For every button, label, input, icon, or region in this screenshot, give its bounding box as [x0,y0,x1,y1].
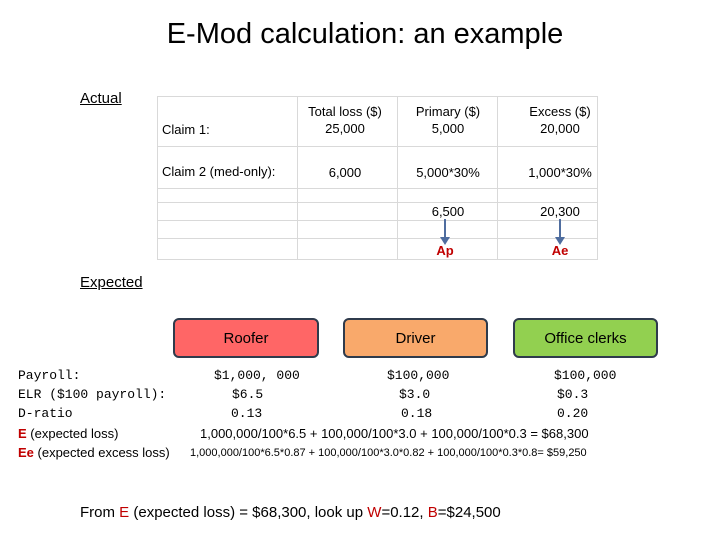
actual-label: Actual [80,90,122,107]
total-excess: 20,300 [540,204,580,219]
payroll-roofer: $1,000, 000 [214,368,300,383]
claim2-label: Claim 2 (med-only): [162,164,276,179]
total-primary: 6,500 [431,204,465,219]
claim2-excess: 1,000*30% [528,165,592,180]
header-excess: Excess ($) 20,000 [529,104,591,136]
ee-label: Ee (expected excess loss) [18,445,170,460]
arrow-down-icon [555,219,565,245]
elr-roofer: $6.5 [232,387,264,402]
elr-office: $0.3 [557,387,589,402]
class-box-roofer: Roofer [173,318,319,358]
payroll-office: $100,000 [554,368,617,383]
class-box-driver: Driver [343,318,488,358]
header-total-loss: Total loss ($) 25,000 [308,104,382,136]
ee-formula: 1,000,000/100*6.5*0.87 + 100,000/100*3.0… [190,447,587,459]
elr-label: ELR ($100 payroll): [18,387,167,402]
payroll-label: Payroll: [18,368,81,383]
dratio-office: 0.20 [557,406,589,421]
claim1-label: Claim 1: [162,122,210,137]
dratio-label: D-ratio [18,406,73,421]
e-label: E (expected loss) [18,426,119,441]
dratio-driver: 0.18 [401,406,433,421]
dratio-roofer: 0.13 [231,406,263,421]
class-box-office-clerks: Office clerks [513,318,658,358]
actual-table [157,96,598,260]
header-primary: Primary ($) 5,000 [415,104,481,136]
claim2-total: 6,000 [328,165,362,180]
claim2-primary: 5,000*30% [416,165,480,180]
payroll-driver: $100,000 [387,368,450,383]
e-formula: 1,000,000/100*6.5 + 100,000/100*3.0 + 10… [200,426,589,441]
expected-label: Expected [80,274,143,291]
arrow-down-icon [440,219,450,245]
page-title: E-Mod calculation: an example [166,18,564,50]
ae-label: Ae [551,243,569,258]
lookup-summary: From E (expected loss) = $68,300, look u… [80,504,501,521]
elr-driver: $3.0 [399,387,431,402]
ap-label: Ap [436,243,454,258]
